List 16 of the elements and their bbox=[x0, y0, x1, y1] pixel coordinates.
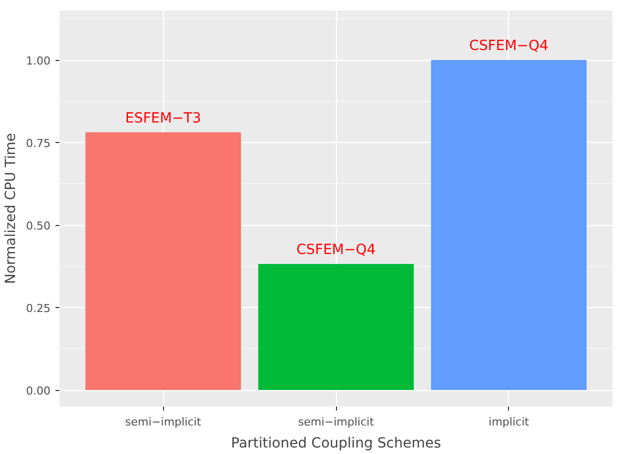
y-tick-label: 1.00 bbox=[26, 54, 51, 68]
x-axis-title: Partitioned Coupling Schemes bbox=[231, 436, 441, 452]
y-tick-label: 0.00 bbox=[26, 384, 51, 398]
x-tick-label: semi−implicit bbox=[298, 416, 375, 428]
annotation: CSFEM−Q4 bbox=[296, 242, 376, 258]
y-axis-title: Normalized CPU Time bbox=[3, 132, 20, 284]
annotation: CSFEM−Q4 bbox=[469, 38, 549, 54]
y-tick-label: 0.75 bbox=[26, 137, 51, 150]
bar bbox=[85, 132, 241, 390]
x-tick-label: semi−implicit bbox=[125, 416, 202, 428]
bar bbox=[258, 264, 414, 390]
y-tick-label: 0.25 bbox=[26, 302, 51, 315]
y-tick-label: 0.50 bbox=[26, 220, 51, 232]
x-tick-label: implicit bbox=[488, 416, 530, 428]
annotation: ESFEM−T3 bbox=[125, 110, 202, 126]
bar bbox=[431, 60, 587, 390]
